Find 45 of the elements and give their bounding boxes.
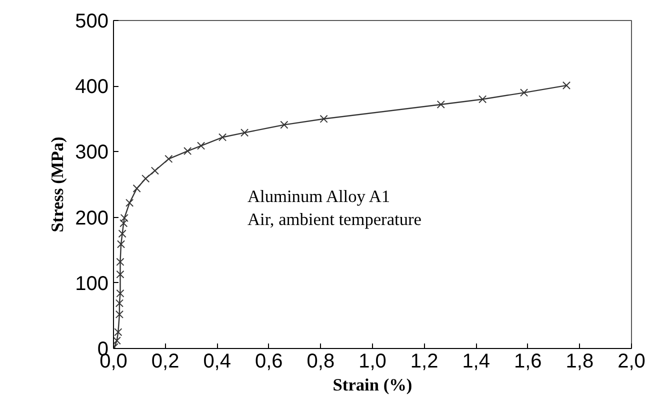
point bbox=[520, 88, 528, 97]
annotation: Aluminum Alloy A1 bbox=[248, 187, 390, 206]
point bbox=[120, 219, 128, 228]
point bbox=[116, 258, 124, 266]
x-tick-label: 1,0 bbox=[358, 350, 386, 372]
x-tick-label: 0,6 bbox=[255, 350, 283, 372]
point bbox=[114, 336, 121, 345]
point bbox=[184, 147, 192, 156]
x-tick-label: 0,4 bbox=[203, 350, 232, 372]
point bbox=[478, 95, 487, 104]
x-axis-title: Strain (%) bbox=[332, 376, 412, 394]
point bbox=[436, 100, 445, 109]
annotation: Air, ambient temperature bbox=[248, 210, 422, 229]
y-tick-label: 100 bbox=[75, 272, 109, 295]
y-tick-label: 400 bbox=[75, 76, 109, 98]
point bbox=[116, 289, 124, 298]
point bbox=[280, 120, 288, 129]
point bbox=[126, 198, 134, 207]
point bbox=[320, 114, 328, 123]
x-tick-label: 2,0 bbox=[618, 350, 646, 372]
point bbox=[116, 270, 124, 278]
point bbox=[218, 133, 227, 142]
point bbox=[132, 184, 141, 192]
point bbox=[114, 328, 122, 336]
point bbox=[115, 310, 124, 318]
point bbox=[116, 240, 126, 248]
x-tick-label: 1,6 bbox=[514, 350, 542, 372]
point bbox=[120, 214, 128, 222]
point bbox=[164, 154, 173, 163]
x-tick-label: 1,8 bbox=[566, 350, 594, 372]
y-tick-label: 200 bbox=[75, 207, 109, 230]
x-tick-label: 1,4 bbox=[462, 350, 490, 372]
point bbox=[197, 142, 206, 150]
x-tick-label: 0,2 bbox=[151, 350, 180, 372]
x-tick-label: 1,2 bbox=[410, 350, 438, 372]
y-tick-label: 300 bbox=[75, 142, 109, 164]
point bbox=[150, 166, 159, 175]
y-axis-title: Stress (MPa) bbox=[48, 136, 68, 232]
point bbox=[118, 230, 126, 238]
y-tick-label: 500 bbox=[75, 10, 109, 32]
x-tick-label: 0,8 bbox=[306, 350, 335, 372]
point bbox=[142, 174, 150, 183]
point bbox=[562, 81, 571, 90]
point bbox=[240, 128, 249, 137]
point bbox=[115, 299, 124, 308]
